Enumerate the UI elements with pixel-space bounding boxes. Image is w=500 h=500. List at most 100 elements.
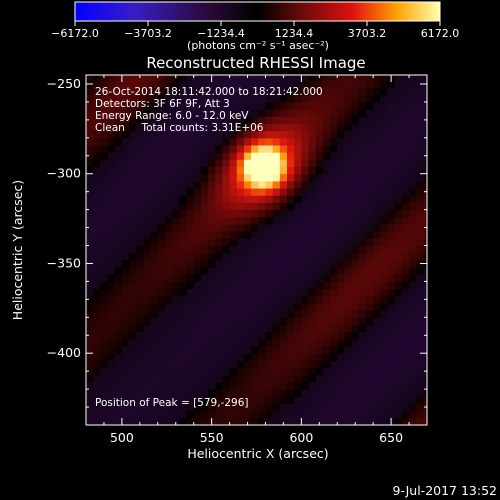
heatmap-cell (215, 216, 223, 225)
heatmap-cell (100, 274, 109, 282)
heatmap-cell (294, 259, 302, 268)
heatmap-cell (322, 281, 331, 290)
heatmap-cell (186, 188, 195, 196)
heatmap-cell (179, 338, 188, 347)
heatmap-cell (308, 346, 317, 354)
heatmap-cell (272, 195, 281, 203)
heatmap-cell (315, 180, 324, 189)
heatmap-cell (387, 302, 396, 311)
heatmap-cell (308, 403, 317, 412)
heatmap-cell (208, 259, 216, 268)
heatmap-cell (279, 145, 288, 153)
heatmap-cell (279, 180, 288, 189)
heatmap-cell (358, 267, 367, 275)
heatmap-cell (243, 389, 252, 397)
heatmap-cell (337, 173, 345, 182)
heatmap-cell (143, 223, 152, 232)
heatmap-cell (121, 374, 130, 383)
heatmap-cell (251, 295, 259, 304)
heatmap-cell (200, 310, 209, 318)
heatmap-cell (373, 381, 381, 390)
heatmap-cell (200, 374, 209, 383)
heatmap-cell (107, 216, 116, 225)
heatmap-cell (401, 87, 410, 96)
heatmap-cell (215, 202, 223, 211)
heatmap-cell (423, 310, 427, 318)
heatmap-cell (107, 123, 116, 132)
heatmap-cell (243, 346, 252, 354)
heatmap-cell (387, 281, 396, 290)
heatmap-cell (150, 209, 159, 218)
heatmap-cell (93, 173, 101, 182)
heatmap-cell (344, 396, 353, 404)
heatmap-cell (308, 223, 317, 232)
heatmap-cell (157, 324, 166, 333)
heatmap-cell (208, 130, 216, 139)
heatmap-cell (107, 159, 116, 168)
heatmap-cell (279, 259, 288, 268)
heatmap-cell (208, 360, 216, 369)
heatmap-cell (387, 381, 396, 390)
heatmap-cell (301, 274, 310, 282)
heatmap-cell (265, 396, 274, 404)
heatmap-cell (222, 310, 231, 318)
heatmap-cell (315, 274, 324, 282)
heatmap-cell (301, 353, 310, 361)
heatmap-cell (251, 216, 259, 225)
heatmap-cell (272, 223, 281, 232)
heatmap-cell (272, 137, 281, 146)
heatmap-cell (322, 389, 331, 397)
heatmap-cell (200, 109, 209, 117)
heatmap-cell (236, 87, 245, 96)
heatmap-cell (279, 288, 288, 297)
heatmap-cell (330, 288, 338, 297)
heatmap-cell (308, 238, 317, 247)
footer-date: 9-Jul-2017 13:52 (392, 483, 497, 498)
heatmap-cell (129, 216, 137, 225)
heatmap-cell (229, 101, 238, 110)
heatmap-cell (416, 338, 424, 347)
heatmap-cell (394, 259, 403, 268)
heatmap-cell (330, 245, 338, 254)
heatmap-cell (301, 374, 310, 383)
heatmap-cell (409, 403, 417, 412)
heatmap-cell (279, 317, 288, 325)
heatmap-cell (129, 317, 137, 325)
heatmap-cell (172, 331, 180, 340)
heatmap-cell (164, 331, 173, 340)
heatmap-cell (100, 152, 109, 160)
heatmap-cell (193, 238, 202, 247)
heatmap-cell (107, 80, 116, 89)
heatmap-cell (222, 180, 231, 189)
heatmap-cell (330, 396, 338, 404)
heatmap-cell (330, 302, 338, 311)
heatmap-cell (337, 188, 345, 196)
heatmap-cell (358, 381, 367, 390)
heatmap-cell (215, 101, 223, 110)
heatmap-cell (150, 417, 159, 425)
heatmap-cell (394, 94, 403, 103)
heatmap-cell (114, 130, 123, 139)
heatmap-cell (251, 173, 259, 182)
heatmap-cell (93, 381, 101, 390)
heatmap-cell (186, 75, 195, 81)
heatmap-cell (258, 116, 266, 124)
heatmap-cell (287, 410, 295, 419)
heatmap-cell (143, 152, 152, 160)
heatmap-cell (294, 166, 302, 175)
heatmap-cell (136, 310, 144, 318)
heatmap-cell (258, 80, 266, 89)
heatmap-cell (172, 216, 180, 225)
heatmap-cell (200, 159, 209, 168)
heatmap-cell (387, 87, 396, 96)
heatmap-cell (294, 238, 302, 247)
heatmap-cell (229, 281, 238, 290)
heatmap-cell (172, 317, 180, 325)
heatmap-cell (215, 324, 223, 333)
heatmap-cell (409, 152, 417, 160)
heatmap-cell (200, 302, 209, 311)
heatmap-cell (121, 137, 130, 146)
heatmap-cell (409, 159, 417, 168)
heatmap-cell (279, 195, 288, 203)
heatmap-cell (344, 80, 353, 89)
